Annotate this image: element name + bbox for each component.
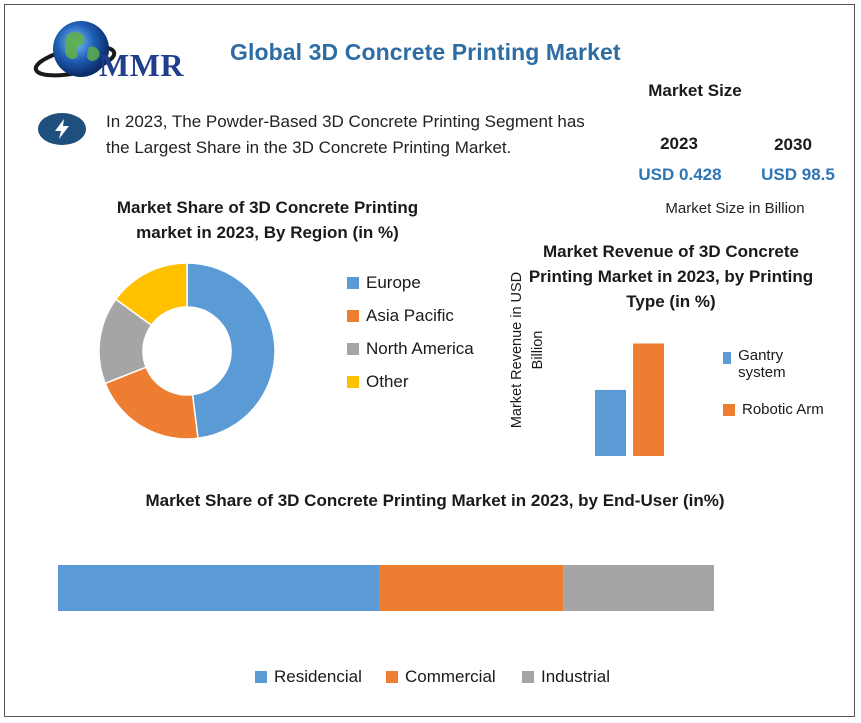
printing-type-legend: Gantry system Robotic Arm [717,343,847,443]
brand-logo: MMR [33,17,198,89]
legend-swatch [347,376,359,388]
lightning-bolt-icon [38,113,86,145]
legend-label: Industrial [541,667,610,686]
printing-type-legend-item-gantry-system: Gantry system [723,347,803,381]
printing-type-chart-title: Market Revenue of 3D Concrete Printing M… [528,242,814,311]
market-value-2030: USD 98.5 [761,165,835,184]
region-legend-item-europe: Europe [347,273,421,293]
market-size-unit-note: Market Size in Billion [665,200,805,217]
stacked-segment-industrial [563,565,714,611]
legend-swatch [386,671,398,683]
bar-robotic-arm [633,343,664,456]
legend-swatch [723,403,735,416]
region-chart-title: Market Share of 3D Concrete Printing mar… [116,198,419,242]
legend-label: Other [366,372,409,391]
stacked-segment-residencial [58,565,380,611]
region-legend-item-asia-pacific: Asia Pacific [347,306,454,326]
region-legend-item-north-america: North America [347,339,474,359]
legend-swatch [347,310,359,322]
legend-swatch [347,277,359,289]
printing-type-legend-item-robotic-arm: Robotic Arm [723,401,824,418]
logo-wordmark: MMR [99,47,185,83]
end-user-legend-item-industrial: Industrial [522,667,610,687]
legend-swatch [347,343,359,355]
market-value-2023: USD 0.428 [638,165,722,184]
legend-label: Europe [366,273,421,292]
market-size-label: Market Size [648,81,742,100]
bar-gantry-system [595,389,626,456]
stacked-segment-commercial [379,565,564,611]
legend-label: Gantry system [738,347,786,381]
end-user-chart-title: Market Share of 3D Concrete Printing Mar… [145,491,725,510]
legend-label: Robotic Arm [742,401,824,418]
end-user-legend-item-residencial: Residencial [255,667,362,687]
donut-slice-europe [186,262,276,440]
end-user-legend-item-commercial: Commercial [386,667,496,687]
donut-slice-other [114,262,188,327]
legend-swatch [255,671,267,683]
region-donut-chart [98,262,276,440]
page-title: Global 3D Concrete Printing Market [230,39,621,65]
legend-label: North America [366,339,474,358]
printing-type-bar-chart [595,343,664,456]
end-user-stacked-bar [58,565,714,611]
legend-swatch [522,671,534,683]
region-legend: Europe Asia Pacific North America Other [335,273,505,403]
region-legend-item-other: Other [347,372,409,392]
legend-label: Asia Pacific [366,306,454,325]
year-2023-label: 2023 [660,134,698,153]
globe-icon [33,21,117,78]
year-2030-label: 2030 [774,135,812,154]
legend-swatch [723,352,732,364]
infographic-frame: MMR Global 3D Concrete Printing Market I… [4,4,855,717]
highlight-text: In 2023, The Powder-Based 3D Concrete Pr… [106,112,585,157]
legend-label: Commercial [405,667,496,686]
legend-label: Residencial [274,667,362,686]
printing-type-y-axis-label: Market Revenue in USD Billion [509,271,546,429]
end-user-legend: Residencial Commercial Industrial [255,667,675,693]
